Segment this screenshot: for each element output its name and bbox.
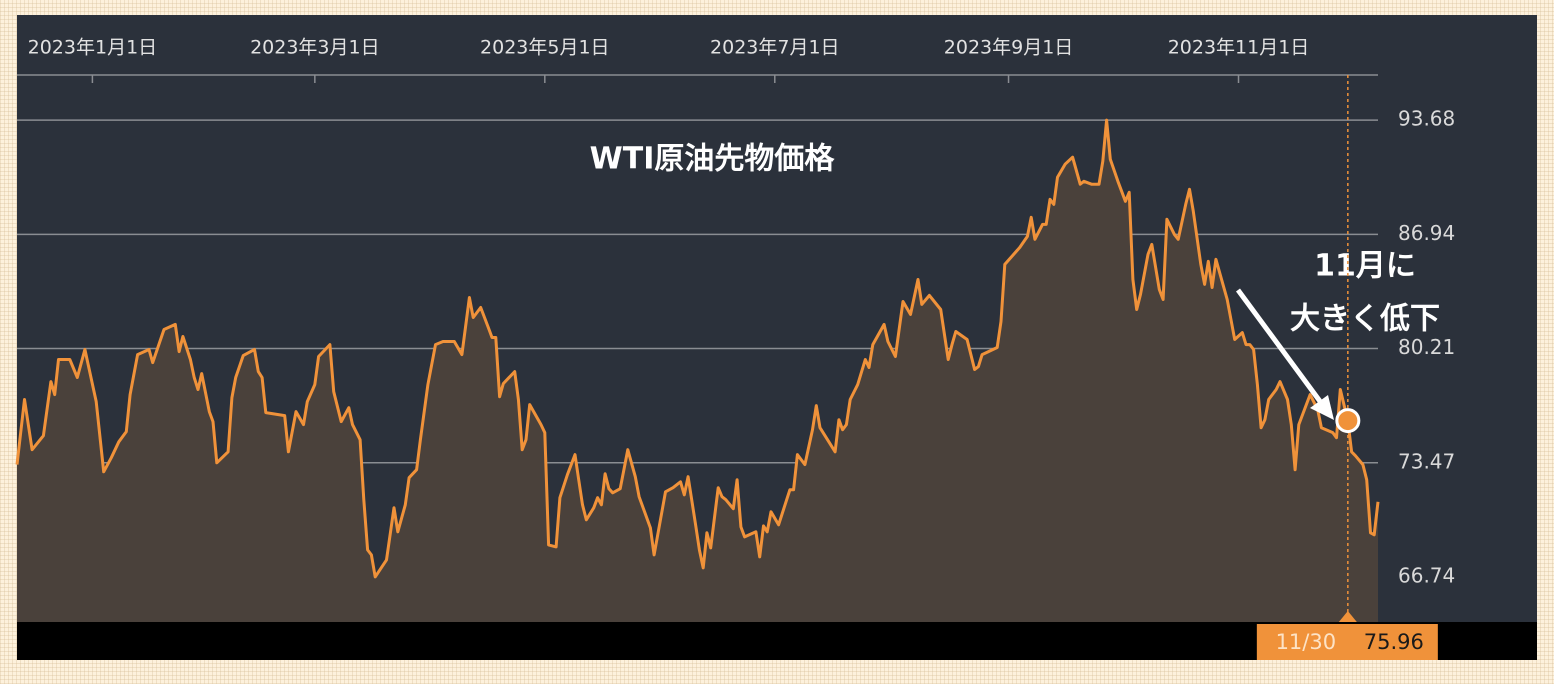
- crosshair-pointer: [1338, 611, 1357, 622]
- highlight-value: 75.96: [1364, 630, 1424, 654]
- highlight-date: 11/30: [1276, 630, 1337, 654]
- plot-area: [15, 118, 1380, 622]
- x-tick-label: 2023年5月1日: [480, 37, 610, 59]
- arrow-shaft: [1235, 288, 1325, 406]
- price-line: [15, 118, 1380, 579]
- annotation-arrow: [1235, 288, 1334, 420]
- y-tick-label: 73.47: [1398, 449, 1455, 473]
- y-tick-label: 93.68: [1398, 107, 1455, 131]
- x-tick-label: 2023年1月1日: [28, 37, 158, 59]
- x-tick-label: 2023年9月1日: [944, 37, 1074, 59]
- highlight-box: [1256, 624, 1438, 660]
- annotation: 大きく低下: [1290, 302, 1440, 337]
- x-tick-label: 2023年7月1日: [710, 37, 840, 59]
- y-tick-label: 80.21: [1398, 335, 1455, 359]
- annotation: 11月に: [1314, 249, 1416, 284]
- y-tick-label: 86.94: [1398, 221, 1455, 245]
- x-tick-label: 2023年11月1日: [1168, 37, 1310, 59]
- highlight-point: [1335, 408, 1361, 434]
- x-tick-label: 2023年3月1日: [250, 37, 380, 59]
- area-fill: [17, 120, 1378, 622]
- arrow-head: [1310, 395, 1334, 420]
- chart-title: WTI原油先物価格: [590, 142, 836, 177]
- y-tick-label: 66.74: [1398, 563, 1455, 587]
